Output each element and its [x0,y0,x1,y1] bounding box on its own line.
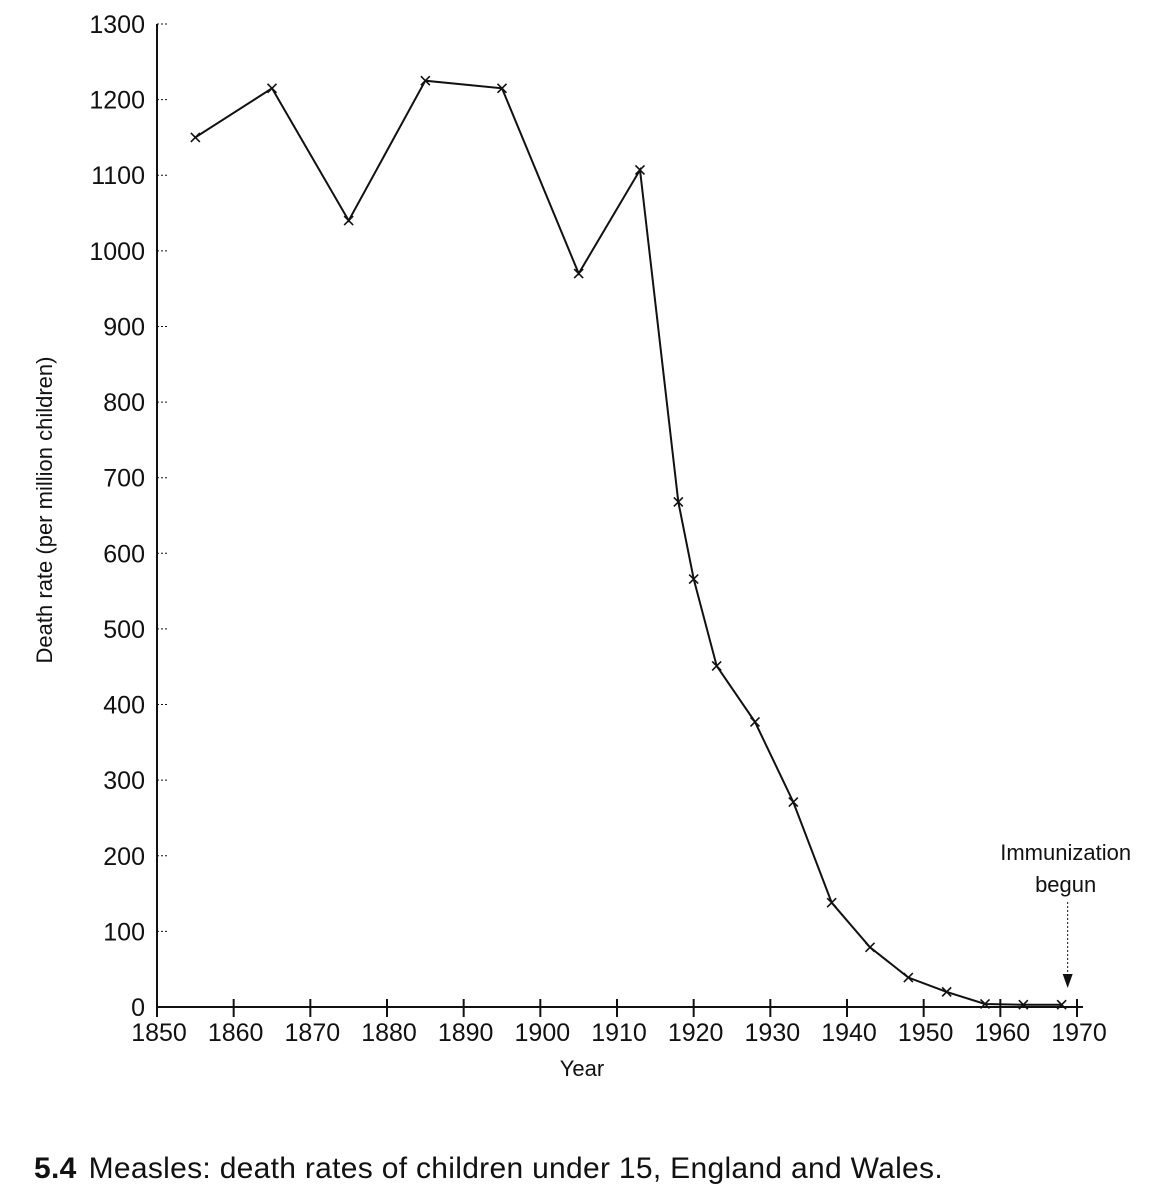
x-tick-label: 1920 [668,1019,724,1047]
data-point [941,986,952,997]
y-tick-label: 0 [131,994,145,1022]
figure-caption-text: Measles: death rates of children under 1… [88,1152,943,1185]
y-tick-label: 500 [103,616,145,644]
x-tick-label: 1950 [898,1019,954,1047]
y-tick-label: 800 [103,389,145,417]
y-axis: 0 100 200 300 400 500 600 700 800 900 1000 1100 1200… [89,11,169,1022]
y-tick-label: 300 [103,767,145,795]
annotation-text-line1: Immunization [1000,840,1131,865]
x-tick-label: 1850 [131,1019,187,1047]
data-point [496,83,508,94]
y-tick-label: 1200 [89,87,145,115]
y-tick-label: 1300 [89,11,145,39]
y-tick-label: 200 [103,843,145,871]
x-tick-label: 1910 [591,1019,647,1047]
figure-number: 5.4 [34,1152,77,1185]
data-point [864,942,876,953]
x-tick-label: 1960 [975,1019,1031,1047]
annotation-layer: Immunization begun [1000,840,1131,988]
data-point [190,132,201,143]
annotation-text-line2: begun [1035,872,1096,897]
x-tick-label: 1860 [208,1019,264,1047]
data-point [826,897,837,908]
x-tick-label: 1970 [1051,1019,1107,1047]
chart: 0 100 200 300 400 500 600 700 800 900 1000 1100 1200… [32,11,1131,1081]
x-axis: 1850 1860 1870 1880 1890 1900 1910 1920 1930 1940… [131,999,1107,1047]
series-line [194,79,1062,1006]
y-tick-label: 1000 [89,238,145,266]
x-tick-label: 1930 [745,1019,801,1047]
x-axis-title: Year [560,1056,604,1081]
data-point [420,75,431,86]
series-layer [190,75,1067,1010]
data-point [573,268,584,279]
x-tick-label: 1890 [438,1019,494,1047]
figure-caption: 5.4 Measles: death rates of children unde… [34,1152,943,1186]
data-point [788,797,799,808]
y-tick-label: 1100 [91,162,145,190]
data-point [903,972,914,983]
y-tick-label: 900 [103,313,145,341]
data-point [1018,999,1029,1010]
y-tick-label: 700 [103,465,145,493]
x-tick-label: 1900 [515,1019,571,1047]
x-tick-label: 1870 [285,1019,341,1047]
y-tick-label: 600 [103,540,145,568]
data-point [343,215,354,226]
x-tick-label: 1940 [821,1019,877,1047]
x-tick-label: 1880 [361,1019,417,1047]
y-axis-title: Death rate (per million children) [32,357,57,664]
data-point [673,496,684,507]
data-point [634,164,646,176]
data-point [266,83,278,94]
annotation-arrowhead [1062,974,1073,988]
data-point [749,716,761,727]
y-tick-label: 100 [103,918,145,946]
data-point [711,660,722,672]
data-point [688,573,699,585]
data-point [979,998,991,1010]
data-point [1056,999,1067,1010]
y-tick-label: 400 [103,692,145,720]
